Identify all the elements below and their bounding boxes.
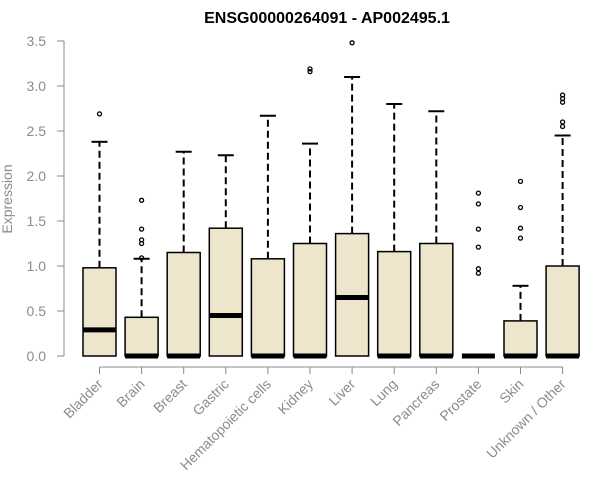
- box-pancreas: [419, 110, 454, 359]
- outlier-point: [559, 119, 566, 125]
- box-kidney: [292, 66, 328, 359]
- boxes-group: [82, 40, 580, 359]
- x-tick-label: Pancreas: [389, 376, 442, 429]
- outlier-point: [517, 178, 524, 185]
- y-tick-label: 3.5: [27, 33, 47, 49]
- outlier-point: [559, 92, 566, 98]
- outlier-point: [96, 111, 103, 117]
- outlier-point: [138, 197, 145, 203]
- y-axis-label: Expression: [0, 164, 15, 233]
- x-tick-label: Skin: [496, 376, 527, 407]
- y-tick-label: 1.5: [27, 213, 47, 229]
- x-tick-label: Bladder: [60, 376, 106, 422]
- box-body: [82, 267, 117, 357]
- box-body: [292, 242, 328, 357]
- y-axis: 0.0 0.5 1.0 1.5 2.0 2.5 3.0 3.5: [27, 33, 65, 364]
- y-tick-label: 3.0: [27, 78, 47, 94]
- outlier-point: [517, 204, 524, 211]
- x-tick-label: Kidney: [275, 376, 317, 418]
- box-brain: [124, 197, 159, 359]
- box-body: [124, 316, 159, 357]
- outlier-point: [349, 40, 355, 46]
- y-tick-label: 0.5: [27, 303, 47, 319]
- y-tick-label: 2.5: [27, 123, 47, 139]
- box-body: [208, 227, 244, 357]
- box-hematopoietic-cells: [250, 114, 286, 359]
- x-tick-label: Liver: [325, 376, 358, 409]
- x-tick-label: Breast: [150, 376, 190, 416]
- y-tick-label: 0.0: [27, 348, 47, 364]
- box-skin: [503, 178, 538, 359]
- outlier-point: [559, 123, 566, 130]
- y-tick-label: 1.0: [27, 258, 47, 274]
- outlier-point: [517, 225, 524, 231]
- outlier-point: [138, 237, 145, 243]
- outlier-point: [307, 66, 313, 72]
- outlier-point: [307, 68, 313, 75]
- box-body: [334, 232, 370, 357]
- box-liver: [334, 40, 370, 357]
- box-prostate: [461, 190, 495, 359]
- outlier-point: [475, 244, 482, 250]
- box-body: [166, 251, 201, 357]
- box-body: [545, 265, 580, 357]
- box-lung: [376, 103, 412, 359]
- x-tick-label: Unknown / Other: [483, 376, 569, 462]
- x-tick-label: Lung: [367, 376, 400, 409]
- outlier-point: [475, 201, 482, 207]
- box-gastric: [208, 154, 244, 357]
- chart-title: ENSG00000264091 - AP002495.1: [204, 10, 450, 27]
- x-tick-label: Brain: [113, 376, 147, 410]
- outlier-point: [475, 270, 482, 276]
- outlier-point: [475, 190, 482, 196]
- x-tick-label: Prostate: [436, 376, 484, 424]
- box-bladder: [82, 111, 117, 357]
- box-breast: [166, 150, 201, 359]
- box-body: [250, 258, 286, 357]
- box-body: [419, 242, 454, 357]
- outlier-point: [475, 266, 482, 272]
- outlier-point: [475, 226, 482, 232]
- box-body: [503, 320, 538, 357]
- outlier-point: [517, 235, 524, 241]
- outlier-point: [138, 255, 145, 261]
- outlier-point: [138, 226, 145, 232]
- box-unknown-other: [545, 92, 580, 359]
- y-tick-label: 2.0: [27, 168, 47, 184]
- box-body: [376, 250, 412, 357]
